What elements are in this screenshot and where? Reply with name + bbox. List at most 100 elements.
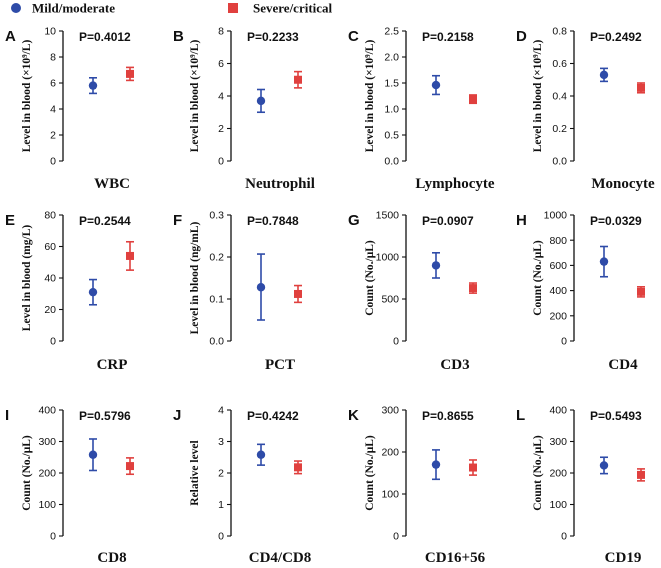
- panel-letter-h: H: [516, 212, 527, 229]
- y-tick-label-c-4: 2.0: [384, 52, 399, 64]
- panel-letter-g: G: [348, 212, 360, 229]
- panel-title-i: CD8: [97, 550, 126, 566]
- legend-severe-label: Severe/critical: [253, 1, 333, 16]
- panel-letter-d: D: [516, 28, 527, 45]
- panel-h: H 0 200 400 600 800 1000 Count (No./μL) P=0.0329…: [516, 210, 645, 373]
- y-axis-label-h: Count (No./μL): [532, 240, 544, 316]
- panel-title-j: CD4/CD8: [249, 550, 312, 566]
- y-tick-label-i-0: 0: [50, 531, 56, 543]
- mean-point-f-severe: [294, 289, 302, 298]
- panel-c: C 0.0 0.5 1.0 1.5 2.0 2.5 Level in blood (×10⁹/…: [348, 26, 495, 192]
- y-tick-label-k-1: 100: [381, 489, 399, 501]
- legend-mild-label: Mild/moderate: [32, 1, 115, 16]
- y-tick-label-h-1: 200: [549, 310, 567, 322]
- y-tick-label-l-1: 100: [549, 499, 567, 511]
- panel-l: L 0 100 200 300 400 Count (No./μL) P=0.5493 CD19: [516, 405, 645, 566]
- panel-letter-l: L: [516, 407, 525, 424]
- p-value-f: P=0.7848: [247, 214, 299, 228]
- mean-point-f-mild: [256, 283, 266, 292]
- y-axis-label-l: Count (No./μL): [532, 435, 544, 511]
- mean-point-e-severe: [126, 251, 134, 260]
- panel-letter-e: E: [5, 212, 15, 229]
- panel-letter-a: A: [5, 28, 16, 45]
- mean-point-g-severe: [469, 284, 477, 293]
- y-tick-label-j-2: 2: [218, 468, 224, 480]
- mean-point-g-mild: [431, 261, 441, 270]
- p-value-h: P=0.0329: [590, 214, 642, 228]
- mean-point-b-mild: [256, 96, 266, 106]
- y-axis-label-b: Level in blood (×10⁹/L): [189, 40, 201, 153]
- p-value-e: P=0.2544: [79, 214, 131, 228]
- panel-i: I 0 100 200 300 400 Count (No./μL) P=0.5796 CD8: [5, 405, 134, 566]
- mean-point-l-mild: [599, 461, 609, 470]
- y-tick-label-l-4: 400: [549, 405, 567, 417]
- panel-title-b: Neutrophil: [245, 176, 315, 192]
- y-tick-label-d-2: 0.4: [552, 91, 567, 103]
- panel-title-h: CD4: [608, 357, 638, 373]
- y-tick-label-c-3: 1.5: [384, 78, 399, 90]
- mean-point-l-severe: [637, 470, 645, 479]
- panel-title-c: Lymphocyte: [415, 176, 495, 192]
- p-value-a: P=0.4012: [79, 30, 131, 44]
- mean-point-d-mild: [599, 70, 609, 80]
- panel-title-k: CD16+56: [425, 550, 486, 566]
- panel-title-d: Monocyte: [591, 176, 655, 192]
- panel-d: D 0.0 0.2 0.4 0.6 0.8 Level in blood (×10⁹/L) P…: [516, 26, 655, 192]
- mean-point-e-mild: [88, 287, 98, 297]
- p-value-c: P=0.2158: [422, 30, 474, 44]
- mean-point-a-mild: [88, 81, 98, 90]
- panel-letter-j: J: [173, 407, 181, 424]
- mean-point-j-severe: [294, 463, 302, 472]
- y-tick-label-a-3: 6: [50, 78, 56, 90]
- y-tick-label-c-1: 0.5: [384, 130, 399, 142]
- p-value-j: P=0.4242: [247, 409, 299, 423]
- y-tick-label-j-0: 0: [218, 531, 224, 543]
- y-tick-label-a-1: 2: [50, 130, 56, 142]
- y-axis-label-d: Level in blood (×10⁹/L): [532, 40, 544, 153]
- mean-point-k-severe: [469, 463, 477, 472]
- mean-point-b-severe: [294, 75, 302, 84]
- y-tick-label-b-2: 4: [218, 91, 224, 103]
- y-tick-label-c-2: 1.0: [384, 104, 399, 116]
- y-tick-label-b-0: 0: [218, 156, 224, 168]
- y-tick-label-l-2: 200: [549, 468, 567, 480]
- y-tick-label-e-4: 80: [44, 210, 56, 222]
- y-axis-label-f: Level in blood (ng/mL): [189, 221, 201, 334]
- y-tick-label-l-3: 300: [549, 436, 567, 448]
- panel-letter-c: C: [348, 28, 359, 45]
- y-tick-label-d-4: 0.8: [552, 26, 567, 38]
- legend-severe-marker: [228, 3, 238, 13]
- panel-title-e: CRP: [97, 357, 128, 373]
- p-value-l: P=0.5493: [590, 409, 642, 423]
- y-tick-label-h-0: 0: [561, 336, 567, 348]
- y-tick-label-d-0: 0.0: [552, 156, 567, 168]
- mean-point-i-mild: [88, 450, 98, 459]
- y-axis-label-e: Level in blood (mg/L): [21, 225, 33, 332]
- p-value-g: P=0.0907: [422, 214, 474, 228]
- p-value-b: P=0.2233: [247, 30, 299, 44]
- legend: Mild/moderate Severe/critical: [11, 1, 333, 16]
- y-tick-label-j-4: 4: [218, 405, 224, 417]
- mean-point-d-severe: [637, 83, 645, 92]
- y-tick-label-d-1: 0.2: [552, 123, 567, 135]
- y-tick-label-e-2: 40: [44, 273, 56, 285]
- y-tick-label-b-1: 2: [218, 123, 224, 135]
- y-tick-label-b-4: 8: [218, 26, 224, 38]
- panel-g: G 0 500 1000 1500 Count (No./μL) P=0.0907 CD3: [348, 210, 477, 373]
- y-tick-label-c-5: 2.5: [384, 26, 399, 38]
- mean-point-j-mild: [256, 450, 266, 459]
- y-tick-label-e-3: 60: [44, 241, 56, 253]
- y-tick-label-g-2: 1000: [376, 252, 400, 264]
- y-axis-label-k: Count (No./μL): [364, 435, 376, 511]
- panel-letter-f: F: [173, 212, 182, 229]
- y-tick-label-k-0: 0: [393, 531, 399, 543]
- legend-mild-marker: [11, 3, 21, 13]
- panel-letter-k: K: [348, 407, 359, 424]
- y-tick-label-c-0: 0.0: [384, 156, 399, 168]
- mean-point-h-mild: [599, 257, 609, 266]
- panel-e: E 0 20 40 60 80 Level in blood (mg/L) P=0.2544 C…: [5, 210, 134, 373]
- panel-j: J 0 1 2 3 4 Relative level P=0.4242 CD4/CD8: [173, 405, 311, 566]
- panel-f: F 0.0 0.1 0.2 0.3 Level in blood (ng/mL) P=0.7…: [173, 210, 302, 373]
- y-tick-label-i-3: 300: [38, 436, 56, 448]
